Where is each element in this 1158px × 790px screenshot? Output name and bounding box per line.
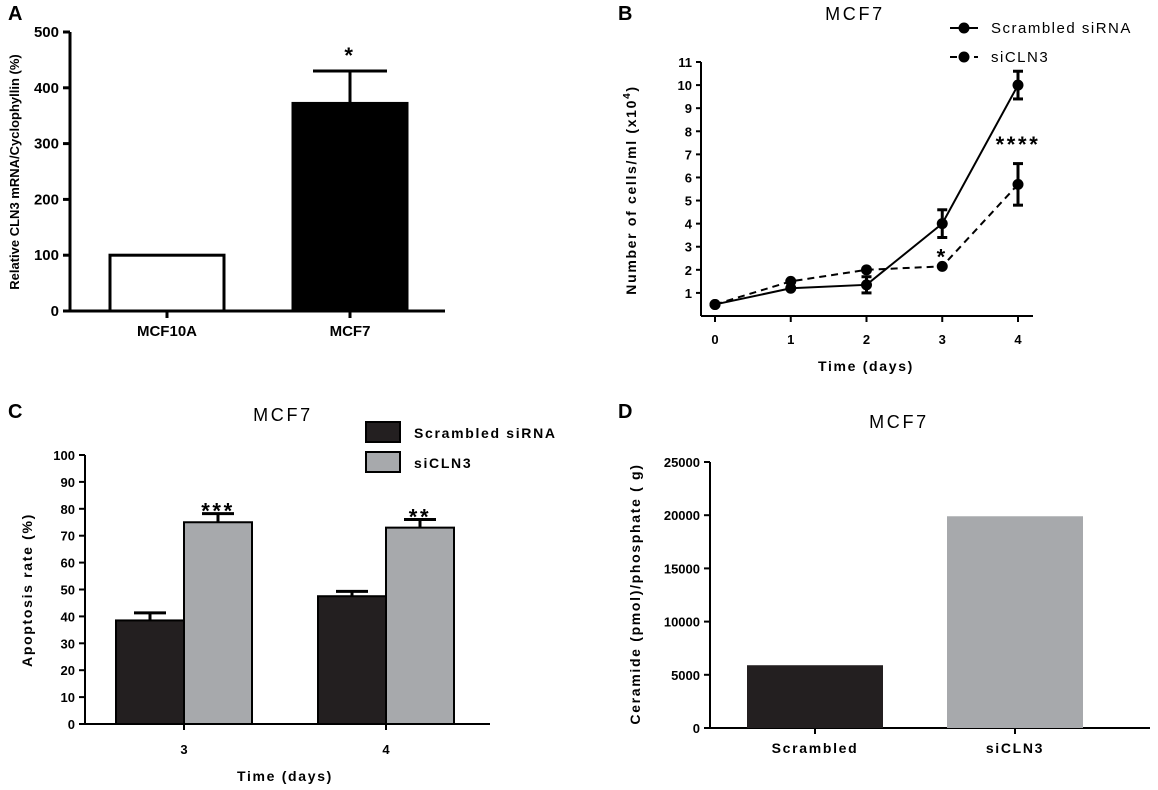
b-legend-marker	[958, 22, 970, 34]
a-significance: *	[344, 43, 355, 68]
c-bar-sicln3-day3	[183, 521, 253, 725]
b-legend-label: siCLN3	[991, 49, 1049, 66]
c-y-tick-label: 80	[61, 502, 75, 517]
c-legend-label: siCLN3	[414, 455, 472, 471]
b-y-tick-label: 11	[678, 55, 692, 70]
c-x-tick-label: 3	[180, 742, 187, 757]
d-chart-title: MCF7	[869, 412, 929, 432]
a-y-tick-label: 200	[34, 191, 59, 208]
b-x-tick-label: 3	[939, 332, 946, 347]
b-legend-label: Scrambled siRNA	[991, 20, 1132, 37]
panel-letter-b: B	[618, 3, 632, 25]
b-y-tick-label: 1	[685, 286, 692, 301]
c-y-tick-label: 70	[61, 529, 75, 544]
d-x-tick-label: Scrambled	[772, 740, 859, 756]
c-y-tick-label: 100	[53, 448, 75, 463]
c-y-tick-label: 50	[61, 583, 75, 598]
c-bar-sicln3-day4	[385, 526, 455, 725]
b-y-tick-label: 8	[685, 124, 692, 139]
b-y-title-sup: 4	[622, 92, 633, 99]
d-y-tick-label: 25000	[664, 455, 700, 470]
panel-a-chart: 0 100 200 300 400 500 MCF10A * MCF7 Relative CLN3…	[7, 24, 445, 340]
a-bar-mcf7	[291, 101, 409, 313]
c-y-tick-label: 40	[61, 609, 75, 624]
b-x-axis-title: Time (days)	[818, 358, 914, 374]
c-legend-swatch	[365, 421, 401, 443]
a-y-axis-title: Relative CLN3 mRNA/Cyclophyllin (%)	[7, 54, 22, 290]
b-x-tick-label: 2	[863, 332, 870, 347]
b-y-axis-title: Number of cells/ml (x104)	[622, 85, 639, 294]
b-y-tick-label: 4	[685, 217, 693, 232]
d-y-tick-label: 15000	[664, 561, 700, 576]
c-significance: **	[409, 505, 431, 530]
c-y-tick-label: 10	[61, 690, 75, 705]
b-point-scrambled-sirna	[936, 218, 948, 230]
c-significance: ***	[201, 499, 235, 524]
c-x-axis-title: Time (days)	[237, 768, 333, 784]
b-point-sicln3	[936, 260, 948, 272]
b-y-title-main: Number of cells/ml (x10	[623, 99, 639, 295]
b-y-tick-label: 10	[678, 78, 692, 93]
d-bar-scrambled	[747, 665, 883, 728]
b-point-scrambled-sirna	[861, 279, 872, 291]
panel-c-chart: 0 10 20 30 40 50 60 70 80 90 100 *** 3 ** 4 MCF7 Time (d…	[19, 405, 557, 784]
b-y-tick-label: 7	[685, 147, 692, 162]
a-y-tick-label: 400	[34, 80, 59, 97]
a-y-tick-label: 300	[34, 136, 59, 153]
a-x-tick-label: MCF10A	[137, 323, 197, 340]
b-x-tick-label: 0	[711, 332, 718, 347]
b-y-tick-label: 2	[685, 263, 692, 278]
a-y-tick-label: 500	[34, 24, 59, 41]
a-y-tick-label: 100	[34, 247, 59, 264]
b-point-sicln3	[785, 275, 797, 287]
b-line-sicln3	[714, 183, 1019, 306]
b-chart-title: MCF7	[825, 4, 885, 24]
d-y-axis-title: Ceramide (pmol)/phosphate ( g)	[627, 463, 643, 724]
d-bar-sicln3	[947, 516, 1083, 728]
c-bar-scrambled-sirna-day4	[317, 595, 387, 725]
c-y-axis-title: Apoptosis rate (%)	[19, 513, 35, 667]
c-legend-swatch	[365, 451, 401, 473]
c-bar-scrambled-sirna-day3	[115, 619, 185, 725]
b-legend-marker	[958, 51, 970, 63]
c-y-tick-label: 90	[61, 475, 75, 490]
b-significance: ****	[996, 132, 1041, 157]
c-y-tick-label: 60	[61, 556, 75, 571]
c-x-tick-label: 4	[382, 742, 390, 757]
b-x-tick-label: 4	[1014, 332, 1022, 347]
d-y-tick-label: 10000	[664, 615, 700, 630]
d-y-tick-label: 20000	[664, 508, 700, 523]
a-bar-mcf10a	[108, 253, 226, 313]
b-y-title-end: )	[623, 85, 639, 91]
d-y-tick-label: 0	[693, 721, 700, 736]
c-y-tick-label: 20	[61, 663, 75, 678]
c-y-tick-label: 0	[68, 717, 75, 732]
panel-letter-c: C	[8, 401, 22, 423]
b-point-sicln3	[1012, 178, 1024, 190]
b-x-tick-label: 1	[787, 332, 794, 347]
c-legend-label: Scrambled siRNA	[414, 425, 557, 441]
b-y-tick-label: 9	[685, 101, 692, 116]
b-significance: *	[937, 244, 948, 269]
panel-letter-a: A	[8, 3, 22, 25]
c-chart-title: MCF7	[253, 405, 313, 425]
a-y-tick-label: 0	[51, 303, 59, 320]
a-x-tick-label: MCF7	[330, 323, 371, 340]
c-y-tick-label: 30	[61, 636, 75, 651]
b-y-tick-label: 6	[685, 170, 692, 185]
panel-letter-d: D	[618, 401, 632, 423]
d-y-tick-label: 5000	[671, 668, 700, 683]
b-point-sicln3	[861, 264, 872, 276]
b-point-sicln3	[709, 298, 721, 310]
d-x-tick-label: siCLN3	[986, 740, 1044, 756]
b-y-tick-label: 3	[685, 240, 692, 255]
b-y-tick-label: 5	[685, 194, 692, 209]
b-point-scrambled-sirna	[1012, 79, 1024, 91]
panel-d-chart: 0 5000 10000 15000 20000 25000 Scrambled siCLN3…	[627, 412, 1150, 756]
